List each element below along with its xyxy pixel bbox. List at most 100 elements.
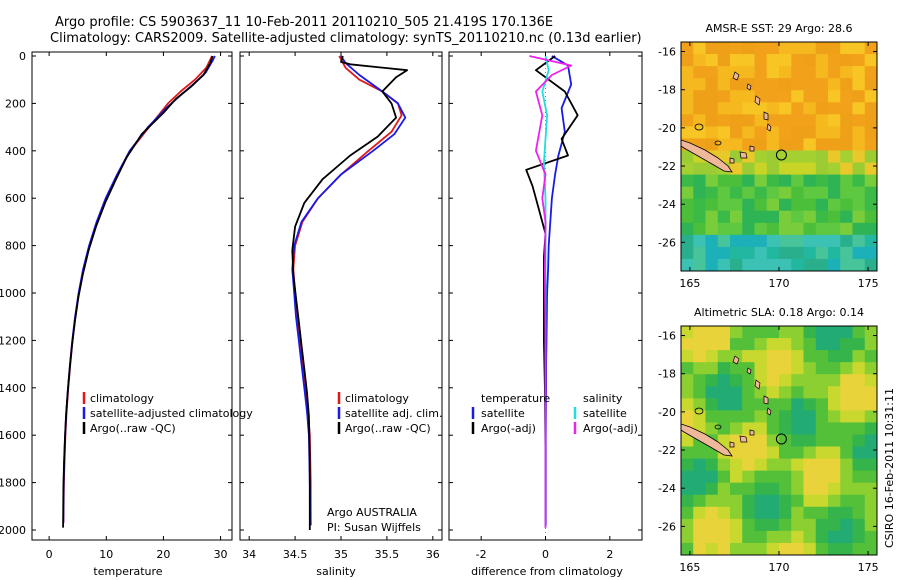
map-cell bbox=[754, 542, 768, 555]
map-cell bbox=[852, 518, 866, 532]
map-cell bbox=[730, 54, 743, 67]
map-cell bbox=[864, 422, 877, 436]
map-cell bbox=[681, 78, 694, 91]
map-cell bbox=[852, 386, 866, 399]
loyalty-island bbox=[749, 145, 755, 152]
map-cell bbox=[754, 338, 768, 351]
map-cell bbox=[840, 446, 854, 460]
map-cell bbox=[717, 174, 731, 188]
map-cell bbox=[803, 518, 817, 532]
map-cell bbox=[766, 66, 780, 79]
temperature-series bbox=[62, 55, 216, 528]
map-cell bbox=[791, 66, 805, 79]
island bbox=[754, 379, 761, 390]
map-cell bbox=[840, 186, 854, 200]
map-cell bbox=[717, 410, 731, 424]
map-cell bbox=[742, 174, 756, 188]
map-cell bbox=[791, 494, 805, 508]
map-cell bbox=[864, 410, 877, 424]
map-cell bbox=[705, 114, 719, 127]
map-cell bbox=[864, 150, 877, 164]
map-cell bbox=[730, 210, 743, 224]
map-cell bbox=[828, 174, 841, 188]
map-cell bbox=[693, 542, 707, 555]
difference-xlabel: difference from climatology bbox=[471, 565, 623, 578]
map-cell bbox=[730, 470, 743, 484]
map-cell bbox=[779, 530, 792, 544]
map-cell bbox=[754, 66, 768, 79]
map-cell bbox=[779, 542, 792, 555]
map-cell bbox=[791, 246, 805, 260]
series-line-satellite-adjusted-climatology bbox=[62, 55, 216, 523]
map-cell bbox=[766, 338, 780, 351]
map-cell bbox=[705, 326, 719, 339]
map-cell bbox=[681, 54, 694, 67]
map-cell bbox=[852, 258, 866, 271]
map-cell bbox=[864, 398, 877, 411]
map-cell bbox=[742, 258, 756, 271]
map-cell bbox=[742, 326, 756, 339]
temperature-xlabel: temperature bbox=[93, 565, 162, 578]
map-cell bbox=[852, 542, 866, 555]
map-cell bbox=[828, 78, 841, 91]
map-cell bbox=[766, 326, 780, 339]
map-cell bbox=[815, 234, 829, 248]
map-cell bbox=[681, 210, 694, 224]
map-cell bbox=[840, 458, 854, 472]
map-cell bbox=[693, 114, 707, 127]
temperature-panel-frame bbox=[31, 51, 233, 541]
map-cell bbox=[840, 210, 854, 224]
map-cell bbox=[717, 114, 731, 127]
map-cell bbox=[754, 530, 768, 544]
map-cell bbox=[815, 186, 829, 200]
map-cell bbox=[864, 90, 877, 103]
lat-tick-label: -18 bbox=[658, 368, 676, 381]
map-cell bbox=[840, 162, 854, 176]
map-cell bbox=[742, 338, 756, 351]
map-cell bbox=[717, 210, 731, 224]
map-cell bbox=[840, 138, 854, 152]
map-cell bbox=[766, 542, 780, 555]
map-cell bbox=[681, 66, 694, 79]
map-cell bbox=[828, 446, 841, 460]
map-cell bbox=[803, 258, 817, 271]
map-cell bbox=[730, 326, 743, 339]
map-cell bbox=[693, 162, 707, 176]
island bbox=[732, 355, 740, 365]
map-cell bbox=[742, 506, 756, 520]
map-cell bbox=[864, 234, 877, 248]
map-cell bbox=[803, 186, 817, 200]
map-cell bbox=[864, 506, 877, 520]
map-cell bbox=[742, 126, 756, 140]
map-cell bbox=[693, 258, 707, 271]
depth-tick-label: 400 bbox=[5, 145, 26, 158]
map-cell bbox=[852, 210, 866, 224]
map-cell bbox=[864, 482, 877, 496]
loyalty-island bbox=[729, 157, 735, 164]
x-tick-label: 35.5 bbox=[375, 548, 400, 561]
map-cell bbox=[742, 210, 756, 224]
map-cell bbox=[705, 494, 719, 508]
map-cell bbox=[766, 42, 780, 55]
map-cell bbox=[852, 458, 866, 472]
map-cell bbox=[705, 386, 719, 399]
map-cell bbox=[852, 374, 866, 387]
map-cell bbox=[828, 350, 841, 363]
map-cell bbox=[681, 90, 694, 103]
map-cell bbox=[693, 66, 707, 79]
map-cell bbox=[803, 114, 817, 127]
map-cell bbox=[681, 162, 694, 176]
map-cell bbox=[717, 186, 731, 200]
map-cell bbox=[791, 114, 805, 127]
map-cell bbox=[742, 186, 756, 200]
map-cell bbox=[779, 494, 792, 508]
map-cell bbox=[693, 42, 707, 55]
map-cell bbox=[693, 494, 707, 508]
reef-outline bbox=[694, 123, 704, 131]
map-cell bbox=[815, 494, 829, 508]
map-cell bbox=[815, 470, 829, 484]
sst-map-title: AMSR-E SST: 29 Argo: 28.6 bbox=[705, 22, 852, 35]
map-cell bbox=[717, 350, 731, 363]
map-cell bbox=[815, 326, 829, 339]
